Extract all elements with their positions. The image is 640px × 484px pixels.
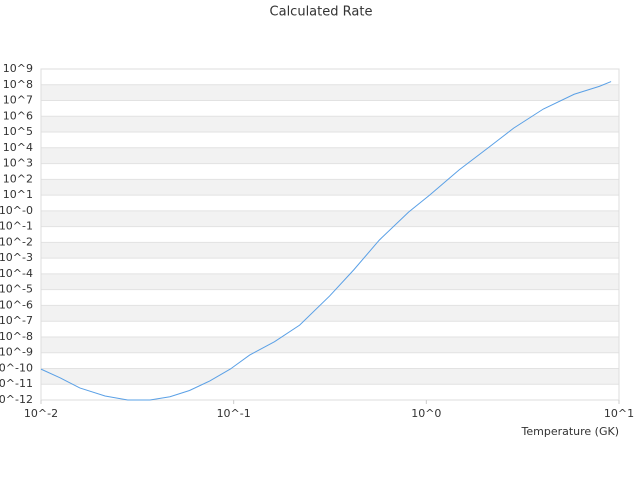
grid-band: [41, 84, 619, 101]
x-axis-label: Temperature (GK): [521, 425, 620, 438]
y-tick-label: 10^-0: [0, 204, 33, 217]
grid-band: [41, 147, 619, 164]
y-tick-label: 10^-12: [0, 393, 33, 406]
grid-band: [41, 368, 619, 385]
y-tick-label: 10^-10: [0, 361, 33, 374]
y-tick-label: 10^7: [3, 94, 33, 107]
grid-band: [41, 273, 619, 290]
y-tick-label: 10^-2: [0, 235, 33, 248]
y-tick-label: 10^4: [3, 141, 33, 154]
y-tick-label: 10^9: [3, 62, 33, 75]
y-tick-label: 10^-11: [0, 377, 33, 390]
grid-band: [41, 305, 619, 322]
y-tick-label: 10^-7: [0, 314, 33, 327]
chart-title: Calculated Rate: [270, 5, 373, 20]
x-tick-label: 10^-1: [217, 407, 251, 420]
y-tick-label: 10^-5: [0, 283, 33, 296]
grid-band: [41, 242, 619, 259]
y-tick-label: 10^-6: [0, 298, 33, 311]
x-tick-label: 10^1: [604, 407, 634, 420]
y-tick-label: 10^8: [3, 78, 33, 91]
y-tick-label: 10^3: [3, 157, 33, 170]
plot-frame: [40, 68, 620, 401]
y-tick-label: 10^1: [3, 188, 33, 201]
y-tick-label: 10^-4: [0, 267, 33, 280]
y-tick-label: 10^-8: [0, 330, 33, 343]
y-tick-label: 10^-1: [0, 220, 33, 233]
y-tick-label: 10^5: [3, 125, 33, 138]
x-tick-label: 10^0: [411, 407, 441, 420]
series-line: [40, 81, 612, 401]
y-tick-label: 10^6: [3, 109, 33, 122]
grid-band: [41, 210, 619, 227]
grid-band: [41, 336, 619, 353]
y-tick-label: 10^-9: [0, 346, 33, 359]
grid-band: [41, 116, 619, 133]
grid-band: [41, 179, 619, 196]
y-tick-label: 10^-3: [0, 251, 33, 264]
y-tick-label: 10^2: [3, 172, 33, 185]
x-tick-label: 10^-2: [24, 407, 58, 420]
